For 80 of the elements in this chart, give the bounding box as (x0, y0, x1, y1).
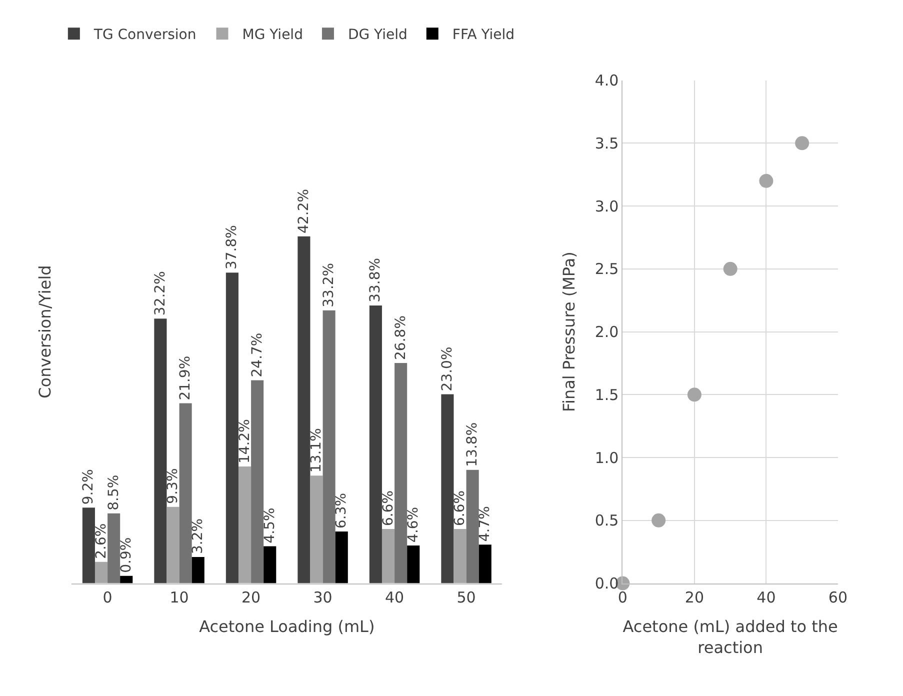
data-label: 33.8% (368, 258, 384, 302)
data-label: 23.0% (439, 346, 456, 392)
bar (394, 362, 408, 584)
point (795, 136, 810, 150)
x-tick-label: 20 (684, 588, 704, 606)
data-label: 0.9% (118, 537, 134, 573)
data-label: 42.2% (296, 188, 312, 234)
x-axis-title: Acetone (mL) added to the reaction (622, 616, 838, 657)
data-label: 26.8% (392, 315, 409, 360)
bar (108, 513, 120, 584)
point (687, 388, 702, 402)
x-tick-label: 60 (828, 588, 848, 606)
legend-label: FFA Yield (452, 27, 515, 44)
bar (192, 556, 204, 584)
data-label: 9.2% (80, 469, 97, 505)
data-label: 14.2% (236, 419, 253, 464)
data-label: 4.7% (477, 506, 494, 542)
x-tick-label: 50 (456, 588, 476, 606)
y-tick-label: 0.5 (594, 512, 619, 530)
y-tick-label: 1.5 (594, 386, 619, 404)
data-label: 13.8% (464, 422, 481, 467)
y-tick-label: 3.5 (594, 134, 619, 152)
x-tick-label: 20 (241, 588, 261, 606)
data-label: 8.5% (106, 474, 122, 510)
point (759, 174, 774, 188)
point (652, 513, 666, 528)
y-tick-label: 1.0 (594, 448, 619, 467)
data-label: 4.5% (262, 508, 278, 544)
y-tick-label: 0.0 (594, 574, 619, 593)
legend-label: MG Yield (242, 27, 303, 44)
bar (322, 310, 336, 584)
bar (298, 236, 310, 584)
bar (166, 506, 180, 584)
bar (310, 476, 323, 584)
data-label: 33.2% (321, 262, 338, 308)
y-axis-title: Conversion/Yield (36, 265, 55, 398)
x-axis-title: Acetone Loading (mL) (199, 616, 375, 636)
bar (251, 380, 264, 584)
data-label: 32.2% (152, 271, 168, 316)
bar (226, 272, 238, 584)
x-tick-label: 0 (618, 588, 628, 606)
data-label: 2.6% (93, 523, 110, 559)
bar (369, 305, 382, 584)
data-label: 9.3% (165, 468, 182, 504)
x-tick-label: 0 (102, 588, 112, 606)
bar (94, 562, 108, 584)
x-tick-label: 30 (313, 588, 332, 606)
data-label: 6.6% (380, 490, 396, 526)
y-tick-label: 2.5 (594, 260, 619, 278)
data-label: 4.6% (405, 506, 422, 542)
data-label: 6.3% (334, 492, 350, 528)
legend-label: TG Conversion (92, 27, 196, 44)
bar (179, 403, 192, 584)
bar (454, 529, 466, 584)
bar (264, 546, 276, 584)
bar (154, 318, 167, 584)
data-label: 21.9% (178, 356, 194, 400)
bar (82, 508, 95, 584)
bar (441, 394, 454, 584)
y-axis-title: Final Pressure (MPa) (560, 252, 579, 412)
x-tick-label: 40 (384, 588, 404, 606)
legend-label: DG Yield (348, 27, 408, 44)
point (723, 262, 738, 276)
bar (478, 544, 492, 584)
bar (335, 531, 348, 584)
bar (382, 529, 395, 584)
bar (120, 576, 133, 584)
x-tick-label: 10 (170, 588, 189, 606)
data-label: 3.2% (190, 518, 206, 554)
bar (238, 466, 252, 584)
y-tick-label: 4.0 (594, 72, 619, 90)
data-label: 37.8% (224, 225, 240, 270)
y-tick-label: 3.0 (594, 197, 619, 216)
data-label: 24.7% (249, 332, 266, 378)
data-label: 13.1% (308, 428, 325, 473)
bar (407, 545, 420, 584)
bar (466, 470, 479, 584)
data-label: 6.6% (452, 490, 468, 526)
y-tick-label: 2.0 (594, 323, 619, 342)
x-tick-label: 40 (756, 588, 776, 606)
